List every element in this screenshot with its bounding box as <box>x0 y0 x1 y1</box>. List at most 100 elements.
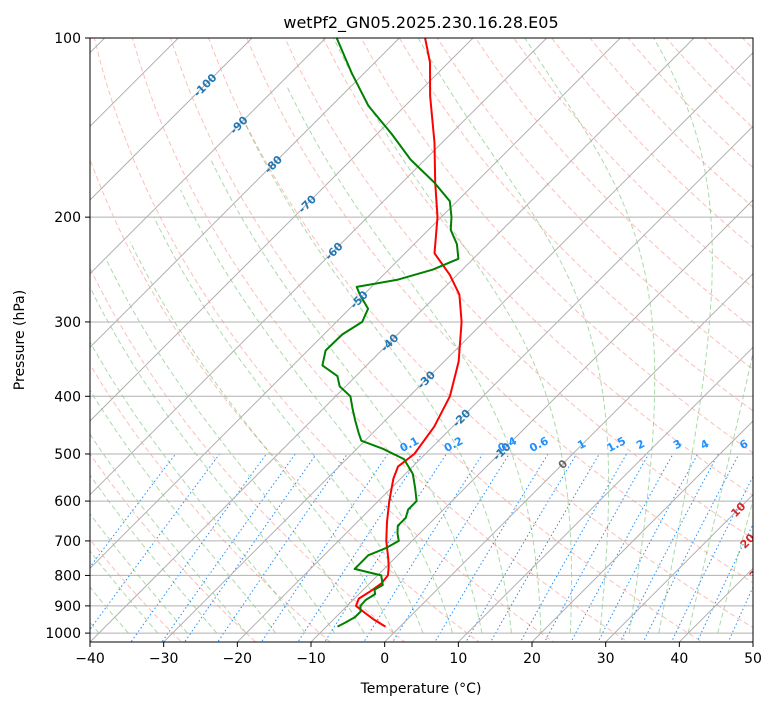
dry-adiabat <box>90 157 480 642</box>
isotherm-line <box>90 38 622 570</box>
isotherm-label: -100 <box>191 71 220 100</box>
dry-adiabat <box>131 38 629 642</box>
isotherm-line <box>236 125 753 642</box>
y-tick-label: 500 <box>54 447 81 463</box>
mixing-ratio-line <box>297 453 423 642</box>
moist-adiabat <box>687 349 753 634</box>
isotherm-label: -20 <box>450 406 473 429</box>
line-labels: -100-90-80-70-60-50-40-30-20-1000.1 0.2 0.… <box>191 71 775 612</box>
moist-adiabat <box>653 38 713 634</box>
x-tick-label: −20 <box>223 651 253 667</box>
moist-adiabat-label: 20 <box>738 531 758 551</box>
mixing-ratio-line <box>392 453 510 642</box>
x-tick-label: −10 <box>296 651 326 667</box>
y-tick-label: 1000 <box>45 626 81 642</box>
dry-adiabat <box>208 38 753 629</box>
y-tick-label: 100 <box>54 31 81 47</box>
isotherm-line <box>604 493 753 642</box>
plot-frame <box>89 37 754 643</box>
y-axis-label: Pressure (hPa) <box>12 290 28 390</box>
isotherm-line <box>90 38 180 128</box>
mixing-ratio-line <box>642 453 740 642</box>
moist-adiabat <box>245 124 512 634</box>
y-tick-label: 200 <box>54 210 81 226</box>
y-tick-label: 900 <box>54 599 81 615</box>
isotherm-line <box>90 38 401 349</box>
isotherm-line <box>310 199 753 642</box>
moist-adiabat <box>180 189 453 634</box>
mixing-ratio-label: 0.1 <box>398 434 421 455</box>
isotherm-label: -80 <box>262 153 285 176</box>
moist-adiabat-label: 40 <box>758 592 775 612</box>
moist-adiabat <box>210 159 483 634</box>
moist-adiabat <box>417 38 610 634</box>
x-tick-label: 40 <box>670 651 688 667</box>
x-tick-label: 20 <box>523 651 541 667</box>
dry-adiabat <box>360 38 753 454</box>
dry-adiabat <box>284 38 753 540</box>
y-tick-label: 300 <box>54 315 81 331</box>
sounding-profiles <box>321 38 463 628</box>
x-axis-label: Temperature (°C) <box>360 681 482 697</box>
isotherm-label: -60 <box>322 240 345 263</box>
x-tick-label: −30 <box>149 651 179 667</box>
x-tick-label: 30 <box>597 651 615 667</box>
mixing-ratio-line <box>619 453 719 642</box>
mixing-ratio-label: 0.2 <box>442 434 465 455</box>
mixing-ratio-lines <box>90 453 753 642</box>
sounding-line <box>355 38 463 628</box>
mixing-ratio-line <box>324 453 447 642</box>
dry-adiabat <box>90 538 183 642</box>
moist-adiabat <box>90 621 100 634</box>
isotherm-label: -40 <box>378 331 401 354</box>
mixing-ratio-label: 0.6 <box>527 434 551 455</box>
plot-area: -100-90-80-70-60-50-40-30-20-1000.1 0.2 0.… <box>90 38 775 642</box>
mixing-ratio-label: 6 <box>737 437 750 452</box>
isotherm-line <box>383 272 753 642</box>
x-tick-label: 10 <box>449 651 467 667</box>
dry-adiabat <box>703 38 753 89</box>
dry-adiabat <box>246 38 753 584</box>
dry-adiabat <box>665 38 753 129</box>
mixing-ratio-line <box>727 585 753 642</box>
moist-adiabats <box>90 38 753 634</box>
x-axis-ticks: −40 −30 −20 −10 0 10 20 30 40 50 <box>75 642 762 667</box>
mixing-ratio-line <box>489 453 600 642</box>
mixing-ratio-line <box>161 453 296 642</box>
dry-adiabat <box>513 38 753 289</box>
moist-adiabat <box>717 498 753 634</box>
x-tick-label: −40 <box>75 651 105 667</box>
moist-adiabat <box>153 216 424 634</box>
isotherm-line <box>90 38 253 201</box>
y-tick-label: 700 <box>54 534 81 550</box>
isotherm-line <box>457 346 753 642</box>
mixing-ratio-line <box>519 453 628 642</box>
isotherm-label: -30 <box>415 368 438 391</box>
isotherm-line <box>531 420 753 642</box>
moist-adiabat <box>90 433 247 634</box>
mixing-ratio-line <box>696 523 753 642</box>
dry-adiabat <box>90 267 406 642</box>
y-tick-label: 800 <box>54 568 81 584</box>
moist-adiabat <box>90 512 188 634</box>
dry-adiabat <box>589 38 753 208</box>
moist-adiabat <box>90 286 336 634</box>
dry-adiabat <box>93 38 555 642</box>
dry-adiabats <box>90 38 753 642</box>
moist-adiabat <box>105 258 365 634</box>
isotherm-line <box>162 51 753 642</box>
isotherm-line <box>752 641 753 642</box>
y-tick-label: 600 <box>54 494 81 510</box>
isotherm-label: 0 <box>556 457 571 472</box>
isotherm-line <box>90 38 548 496</box>
mixing-ratio-label: 8 <box>765 437 775 452</box>
moist-adiabat <box>90 340 306 634</box>
moist-adiabat <box>285 84 542 634</box>
x-tick-label: 0 <box>380 651 389 667</box>
moist-adiabat <box>524 38 656 634</box>
mixing-ratio-label: 2 <box>634 437 647 452</box>
dry-adiabat <box>90 453 257 642</box>
mixing-ratio-label: 1.5 <box>605 434 628 455</box>
moist-adiabat <box>90 474 218 634</box>
